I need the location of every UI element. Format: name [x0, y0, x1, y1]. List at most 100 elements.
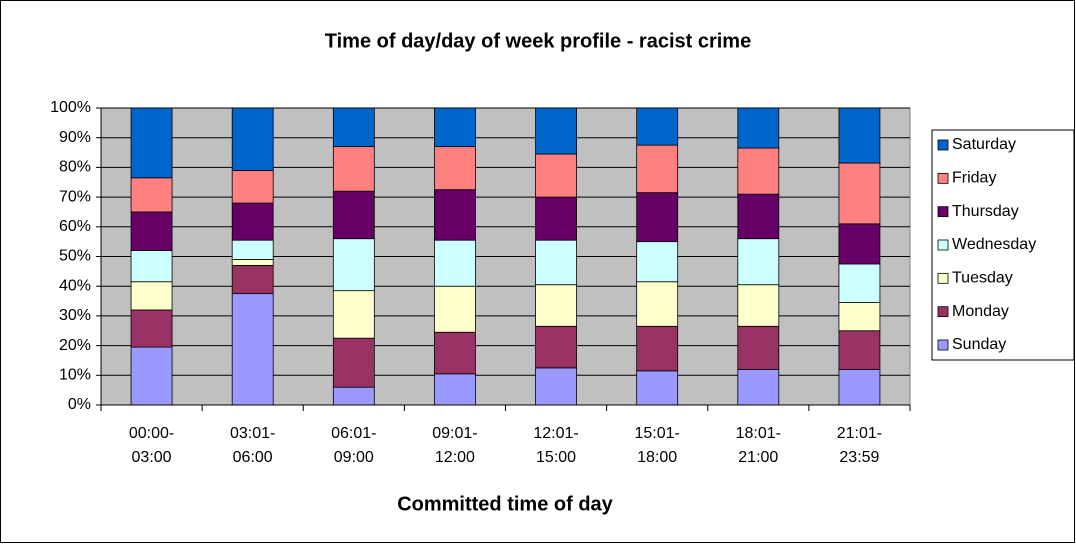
bar-segment: [737, 238, 780, 286]
bar-segment: [231, 293, 274, 406]
x-tick-label-line: 09:00: [334, 449, 374, 466]
legend-label: Saturday: [952, 136, 1016, 153]
y-tick-label: 20%: [59, 337, 91, 354]
bar-segment: [838, 302, 881, 332]
bar-segment: [737, 368, 780, 406]
x-tick-label-line: 21:00: [738, 449, 778, 466]
bar-segment: [231, 265, 274, 295]
bar-segment: [636, 107, 679, 146]
x-tick-label-line: 06:00: [233, 449, 273, 466]
bar-segment: [231, 169, 274, 204]
bar-segment: [434, 146, 476, 191]
y-tick-label: 50%: [59, 248, 91, 265]
x-tick-label-line: 23:59: [839, 449, 879, 466]
y-tick-label: 90%: [59, 129, 91, 146]
bar-segment: [838, 368, 881, 406]
bar-segment: [434, 285, 476, 333]
bar-segment: [737, 107, 780, 149]
y-tick-label: 10%: [59, 367, 91, 384]
x-tick-label: 15:01- 18:00: [635, 425, 680, 466]
x-tick-label: 12:01- 15:00: [533, 425, 578, 466]
legend-label: Friday: [952, 170, 996, 187]
y-tick-label: 100%: [50, 99, 91, 116]
x-tick-label-line: 18:00: [637, 449, 677, 466]
bar-segment: [737, 193, 780, 240]
bar-segment: [130, 281, 173, 311]
y-tick-label: 80%: [59, 159, 91, 176]
legend-label: Sunday: [952, 336, 1006, 353]
bar-segment: [434, 189, 476, 241]
bar-segment: [838, 162, 881, 225]
bar-segment: [130, 309, 173, 348]
x-tick-label: 18:01- 21:00: [736, 425, 781, 466]
bar-segment: [130, 107, 173, 179]
x-tick-label-line: 09:01-: [432, 425, 477, 442]
x-tick-label: 00:00- 03:00: [129, 425, 174, 466]
bar-segment: [535, 107, 577, 155]
x-tick-label-line: 03:01-: [230, 425, 275, 442]
bar-segment: [636, 325, 679, 372]
x-tick-label: 21:01- 23:59: [837, 425, 882, 466]
legend-label: Thursday: [952, 203, 1019, 220]
bar-segment: [535, 239, 577, 286]
x-tick-label-line: 15:00: [536, 449, 576, 466]
bar-segment: [130, 346, 173, 406]
bar-segment: [535, 153, 577, 198]
bar-segment: [332, 290, 375, 339]
bar-segment: [231, 259, 274, 266]
bar-segment: [535, 196, 577, 241]
legend-swatch: [937, 272, 949, 284]
x-tick-label-line: 15:01-: [635, 425, 680, 442]
y-tick-label: 30%: [59, 307, 91, 324]
x-tick-label: 03:01- 06:00: [230, 425, 275, 466]
legend-swatch: [937, 139, 949, 151]
y-tick-label: 60%: [59, 218, 91, 235]
x-axis-title: Committed time of day: [397, 493, 613, 515]
bar-segment: [737, 284, 780, 327]
bar-segment: [838, 107, 881, 164]
bar-segment: [130, 177, 173, 213]
bar-segment: [434, 373, 476, 406]
y-tick-label: 0%: [68, 396, 91, 413]
bar-segment: [130, 211, 173, 251]
bar-segment: [332, 107, 375, 148]
bar-segment: [434, 239, 476, 287]
bar-segment: [535, 367, 577, 406]
bar-segment: [838, 330, 881, 370]
x-tick-label: 09:01- 12:00: [432, 425, 477, 466]
bar-segment: [332, 190, 375, 240]
x-tick-label-line: 18:01-: [736, 425, 781, 442]
bar-segment: [231, 239, 274, 260]
bar-segment: [636, 370, 679, 406]
legend-swatch: [937, 339, 949, 351]
bar-segment: [636, 192, 679, 243]
bar-segment: [636, 281, 679, 327]
bar-segment: [231, 107, 274, 171]
legend-swatch: [937, 206, 949, 218]
bar-segment: [332, 146, 375, 192]
bar-segment: [231, 202, 274, 241]
bar-segment: [737, 325, 780, 370]
bar-segment: [535, 325, 577, 369]
bar-segment: [535, 284, 577, 327]
x-tick-label-line: 03:00: [132, 449, 172, 466]
bar-segment: [636, 144, 679, 194]
legend-label: Monday: [952, 303, 1009, 320]
x-tick-label-line: 00:00-: [129, 425, 174, 442]
bar-segment: [434, 107, 476, 148]
x-tick-label-line: 06:01-: [331, 425, 376, 442]
bar-segment: [130, 250, 173, 283]
x-tick-label: 06:01- 09:00: [331, 425, 376, 466]
legend-label: Wednesday: [952, 236, 1036, 253]
x-tick-label-line: 12:01-: [533, 425, 578, 442]
x-tick-label-line: 21:01-: [837, 425, 882, 442]
bar-segment: [332, 238, 375, 292]
legend-swatch: [937, 172, 949, 184]
legend-swatch: [937, 239, 949, 251]
y-tick-label: 70%: [59, 188, 91, 205]
bar-segment: [636, 241, 679, 283]
legend-swatch: [937, 306, 949, 318]
x-tick-label-line: 12:00: [435, 449, 475, 466]
bar-segment: [434, 331, 476, 375]
